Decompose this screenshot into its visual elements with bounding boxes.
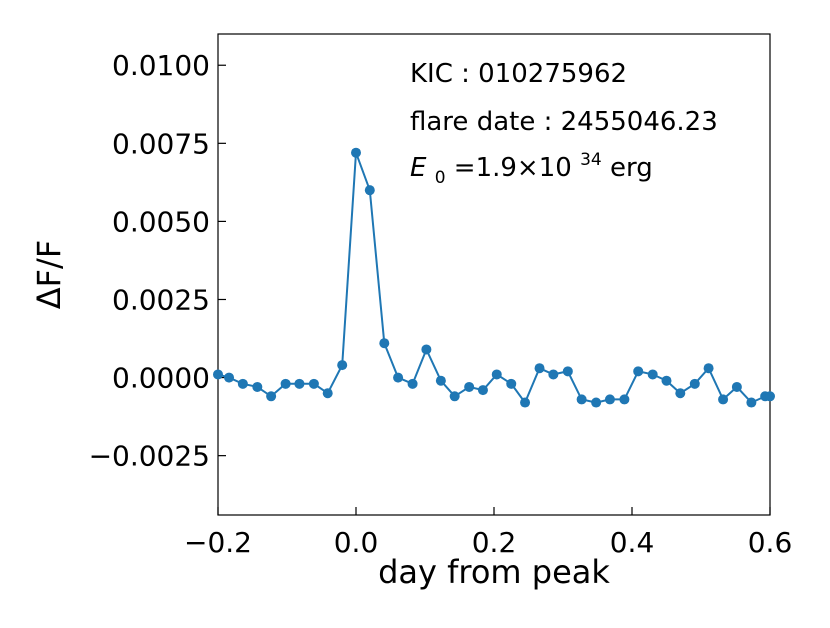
data-point (647, 369, 658, 380)
y-tick-label: 0.0075 (112, 127, 210, 160)
y-tick-label: −0.0025 (89, 440, 210, 473)
y-ticks: −0.0025 0.0000 0.0025 0.0050 0.0075 0.0100 (89, 49, 226, 473)
flare-date-annotation: flare date : 2455046.23 (410, 107, 718, 137)
energy-annotation: E 0 =1.9×10 34 erg (410, 142, 653, 190)
data-point (213, 369, 223, 380)
x-tick-label: 0.4 (610, 526, 655, 559)
data-point (534, 363, 545, 374)
energy-unit: erg (610, 153, 653, 183)
data-point (407, 378, 418, 389)
data-point (477, 385, 488, 396)
data-point (351, 147, 361, 158)
y-tick-label: 0.0100 (112, 49, 210, 82)
y-tick-label: 0.0000 (112, 362, 210, 395)
plot-area (213, 147, 775, 408)
data-point (520, 397, 531, 408)
data-point (308, 378, 319, 389)
data-point (464, 381, 475, 392)
data-point (591, 397, 602, 408)
data-point (379, 338, 390, 349)
data-point (435, 375, 446, 386)
data-point (604, 394, 615, 405)
y-axis-title: ΔF/F (30, 240, 68, 309)
data-point (619, 394, 630, 405)
energy-value: =1.9×10 (454, 153, 572, 183)
x-ticks: −0.2 0.0 0.2 0.4 0.6 (184, 507, 792, 559)
energy-symbol: E (410, 153, 427, 183)
data-point (675, 388, 686, 399)
series-line (217, 152, 770, 405)
data-point (224, 372, 235, 383)
data-point (765, 391, 775, 402)
x-tick-label: 0.6 (748, 526, 793, 559)
data-point (491, 369, 502, 380)
x-tick-label: 0.0 (334, 526, 379, 559)
y-tick-label: 0.0025 (112, 283, 210, 316)
data-point (689, 378, 700, 389)
y-tick-label: 0.0050 (112, 205, 210, 238)
data-point (364, 185, 375, 196)
energy-subscript: 0 (435, 168, 446, 188)
data-point (703, 363, 714, 374)
kic-annotation: KIC : 010275962 (410, 59, 627, 89)
data-point (746, 397, 757, 408)
data-point (280, 378, 291, 389)
data-point (337, 360, 348, 371)
data-point (237, 378, 248, 389)
x-tick-label: −0.2 (184, 526, 252, 559)
x-tick-label: 0.2 (472, 526, 517, 559)
data-point (576, 394, 587, 405)
energy-exponent: 34 (580, 150, 602, 170)
data-point (294, 378, 305, 389)
data-point (252, 381, 263, 392)
data-point (718, 394, 729, 405)
data-point (633, 366, 644, 377)
data-point (661, 375, 672, 386)
data-point (449, 391, 460, 402)
data-point (506, 378, 517, 389)
data-point (322, 388, 333, 399)
data-point (562, 366, 573, 377)
data-point (421, 344, 432, 355)
data-point (548, 369, 559, 380)
data-point (731, 381, 742, 392)
x-axis-title: day from peak (378, 553, 610, 591)
data-point (393, 372, 404, 383)
data-point (266, 391, 277, 402)
